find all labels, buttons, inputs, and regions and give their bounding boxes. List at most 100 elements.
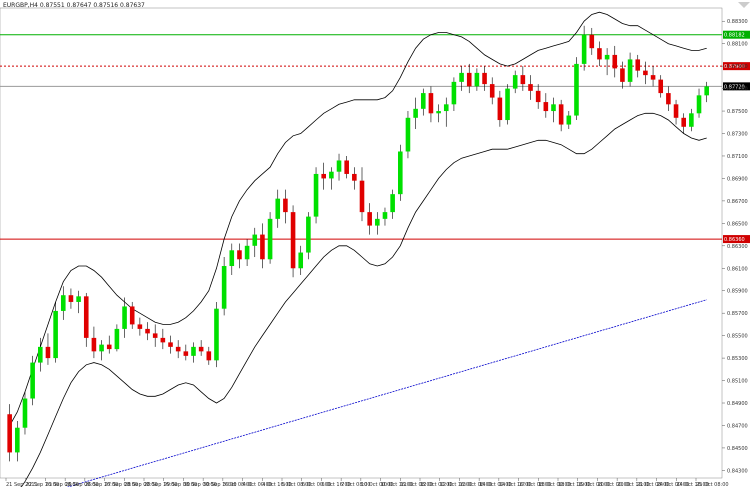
candle[interactable]: [375, 212, 380, 235]
candle[interactable]: [413, 97, 418, 130]
candle[interactable]: [635, 54, 641, 78]
candle[interactable]: [30, 355, 35, 406]
candle[interactable]: [581, 25, 587, 71]
candle[interactable]: [321, 162, 326, 190]
candle[interactable]: [160, 328, 166, 350]
candle[interactable]: [53, 301, 58, 363]
candle[interactable]: [512, 70, 518, 94]
candle[interactable]: [597, 41, 602, 67]
candle[interactable]: [359, 167, 365, 222]
candle[interactable]: [390, 189, 395, 219]
candle[interactable]: [290, 205, 296, 278]
candle[interactable]: [22, 391, 28, 435]
candle[interactable]: [658, 75, 664, 98]
candle[interactable]: [15, 420, 20, 462]
x-tick-label: 3 Oct 08:00: [223, 482, 252, 487]
candle[interactable]: [183, 344, 189, 361]
candle[interactable]: [466, 63, 472, 94]
candle[interactable]: [627, 52, 633, 87]
candle[interactable]: [604, 48, 610, 76]
candle[interactable]: [405, 111, 411, 159]
candle[interactable]: [83, 292, 89, 347]
candle[interactable]: [489, 77, 495, 105]
candles: [7, 25, 709, 462]
candle[interactable]: [76, 290, 81, 314]
candle[interactable]: [451, 77, 457, 112]
candle[interactable]: [689, 108, 694, 132]
candle[interactable]: [267, 212, 273, 264]
candle[interactable]: [191, 342, 196, 363]
candle[interactable]: [528, 75, 533, 100]
candle[interactable]: [574, 57, 579, 121]
candle[interactable]: [298, 245, 304, 276]
candle[interactable]: [558, 99, 564, 132]
candle[interactable]: [420, 88, 426, 116]
candle[interactable]: [589, 27, 595, 55]
candle[interactable]: [38, 337, 43, 372]
candle[interactable]: [275, 189, 281, 228]
candle[interactable]: [543, 93, 549, 118]
candle[interactable]: [168, 335, 173, 354]
candle[interactable]: [7, 404, 12, 462]
candle[interactable]: [382, 207, 388, 226]
scroll-arrow-icon[interactable]: [738, 2, 750, 8]
candle[interactable]: [145, 322, 150, 341]
candle-body: [106, 344, 112, 350]
candle[interactable]: [681, 113, 686, 134]
candle[interactable]: [252, 227, 258, 258]
candle[interactable]: [99, 340, 104, 361]
candle[interactable]: [260, 223, 265, 269]
candle[interactable]: [428, 86, 434, 123]
candle[interactable]: [696, 88, 702, 118]
candle[interactable]: [535, 84, 541, 109]
candle[interactable]: [214, 301, 219, 368]
candle[interactable]: [175, 340, 181, 359]
candle[interactable]: [106, 335, 112, 354]
candle[interactable]: [244, 239, 250, 267]
candle[interactable]: [367, 203, 372, 235]
candle[interactable]: [666, 86, 671, 112]
candle[interactable]: [137, 317, 143, 336]
candle[interactable]: [620, 61, 625, 89]
candle[interactable]: [68, 288, 74, 309]
candle[interactable]: [329, 167, 334, 190]
candle[interactable]: [313, 167, 319, 224]
candle[interactable]: [344, 155, 349, 179]
candle[interactable]: [482, 66, 487, 91]
candle[interactable]: [336, 153, 342, 181]
candle[interactable]: [283, 189, 288, 224]
candle[interactable]: [551, 97, 556, 123]
candle[interactable]: [443, 97, 449, 127]
candle[interactable]: [206, 346, 212, 365]
candle[interactable]: [114, 324, 120, 352]
candle[interactable]: [643, 61, 648, 85]
candle[interactable]: [673, 99, 679, 125]
candle[interactable]: [505, 84, 510, 125]
candle[interactable]: [704, 81, 709, 103]
x-tick-label: 14 Oct 16:00: [499, 482, 532, 487]
candle[interactable]: [91, 326, 97, 359]
candle[interactable]: [198, 340, 204, 356]
candle[interactable]: [520, 66, 526, 91]
candle[interactable]: [497, 90, 503, 127]
candle[interactable]: [221, 257, 227, 316]
candle-body: [137, 324, 143, 329]
candle[interactable]: [436, 104, 441, 123]
candle[interactable]: [237, 243, 242, 269]
candle-body: [704, 86, 709, 96]
candle[interactable]: [474, 68, 480, 91]
candle[interactable]: [566, 111, 572, 130]
candle[interactable]: [306, 212, 311, 260]
candle[interactable]: [45, 333, 51, 365]
candle[interactable]: [229, 243, 235, 276]
candle[interactable]: [60, 286, 66, 320]
candle[interactable]: [129, 301, 135, 329]
candle[interactable]: [122, 297, 127, 338]
candle[interactable]: [650, 66, 656, 87]
candle[interactable]: [152, 324, 158, 347]
candle[interactable]: [352, 167, 357, 190]
candle[interactable]: [398, 144, 403, 201]
candle[interactable]: [612, 45, 618, 78]
candle[interactable]: [459, 66, 464, 91]
